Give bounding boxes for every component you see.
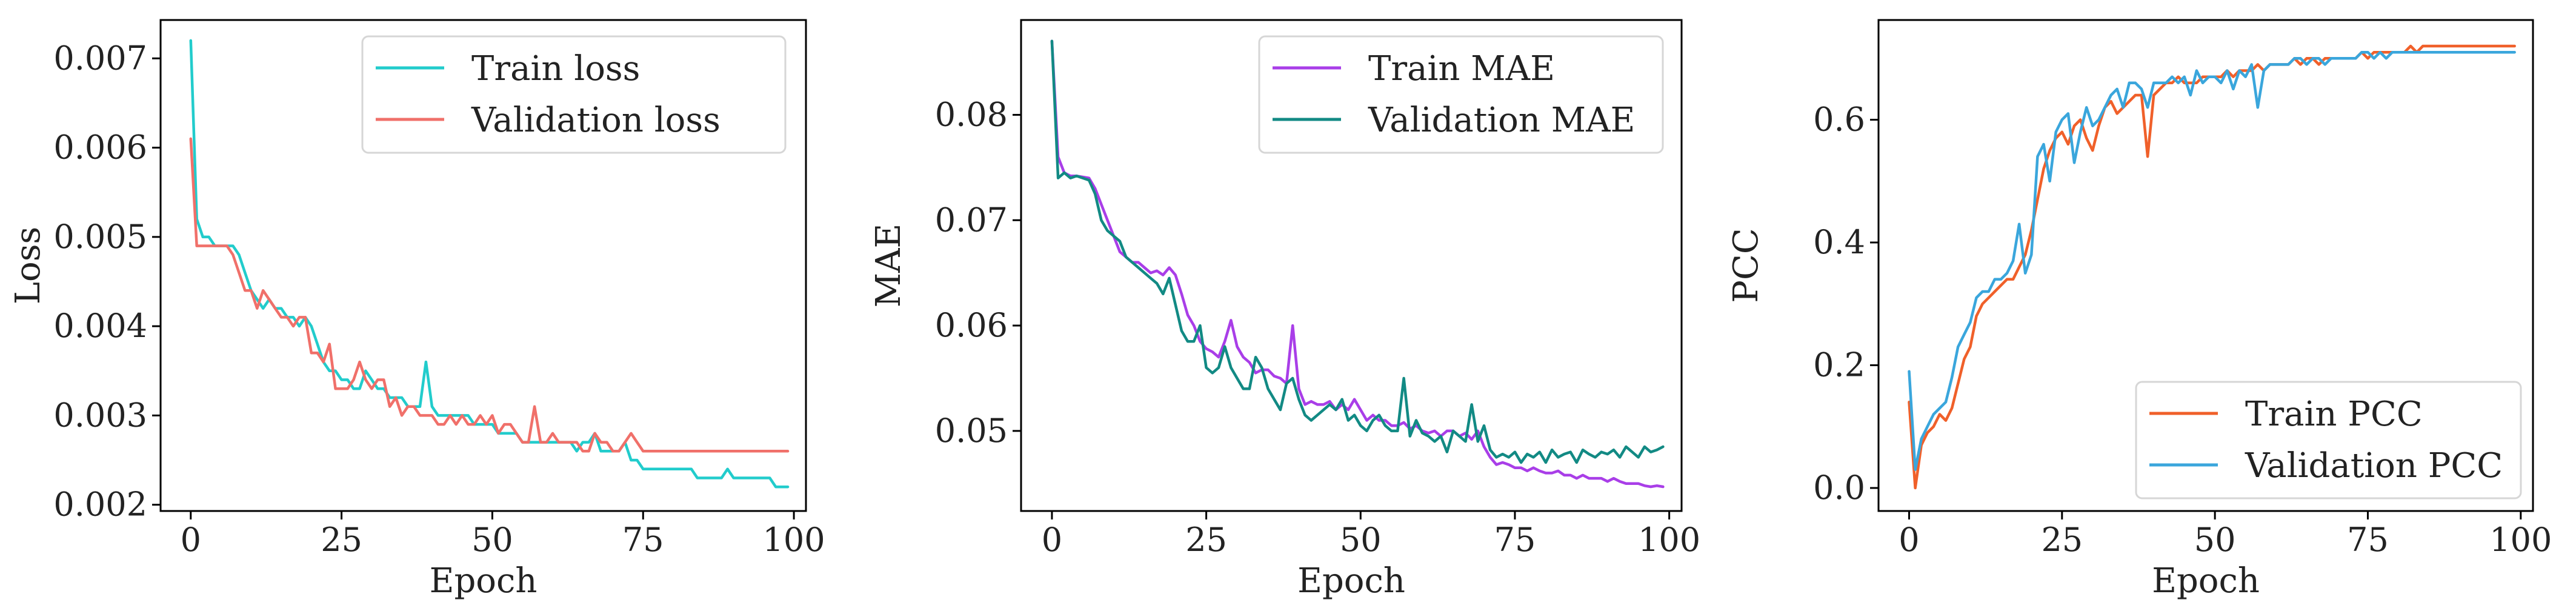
plot-frame	[1020, 19, 1683, 512]
y-tick-label: 0.003	[53, 396, 147, 434]
series-line-validation-mae	[1050, 39, 1665, 464]
y-axis-label: PCC	[1726, 228, 1766, 302]
x-tick-label: 0	[1042, 521, 1062, 559]
y-tick-label: 0.005	[53, 218, 147, 256]
chart-panel-2: 0 25 50 75 100 0.05 0.06 0.07 0.08 Epoch MAE Train …	[869, 19, 1700, 601]
legend-label: Validation PCC	[2245, 446, 2503, 486]
chart-panel-1: 0 25 50 75 100 0.002 0.003 0.004 0.005 0.006 0.007…	[8, 19, 825, 601]
x-tick-label: 0	[1899, 521, 1919, 559]
plot-frame	[1877, 19, 2534, 512]
series-line-train-loss	[189, 39, 790, 489]
legend-box	[1258, 35, 1664, 154]
legend-label: Train MAE	[1368, 49, 1555, 88]
y-tick-label: 0.06	[935, 306, 1008, 344]
x-axis-label: Epoch	[430, 561, 537, 601]
y-tick-label: 0.6	[1813, 101, 1865, 139]
x-tick-label: 75	[1494, 521, 1536, 559]
y-tick-label: 0.006	[53, 129, 147, 167]
x-tick-label: 50	[2194, 521, 2236, 559]
legend-label: Validation MAE	[1368, 101, 1635, 140]
legend: Train MAE Validation MAE	[1258, 35, 1664, 154]
legend-label: Validation loss	[471, 101, 721, 140]
x-tick-label: 100	[2489, 521, 2552, 559]
y-tick-label: 0.07	[935, 201, 1008, 239]
x-tick-label: 25	[321, 521, 362, 559]
y-tick-label: 0.2	[1813, 346, 1865, 384]
series-line-validation-loss	[189, 137, 790, 453]
legend-box	[361, 35, 787, 154]
y-tick-label: 0.004	[53, 307, 147, 345]
x-tick-label: 100	[763, 521, 825, 559]
x-axis-label: Epoch	[2152, 561, 2260, 601]
y-tick-label: 0.007	[53, 39, 147, 77]
y-tick-label: 0.05	[935, 412, 1008, 450]
legend-label: Train PCC	[2245, 395, 2423, 434]
x-axis-label: Epoch	[1297, 561, 1405, 601]
plot-frame	[159, 19, 807, 512]
y-tick-label: 0.4	[1813, 223, 1865, 261]
y-axis-label: Loss	[8, 227, 48, 304]
y-tick-label: 0.08	[935, 95, 1008, 133]
series-line-train-mae	[1050, 39, 1665, 489]
x-tick-label: 100	[1638, 521, 1700, 559]
series-line-validation-pcc	[1908, 50, 2516, 471]
x-tick-label: 25	[1185, 521, 1227, 559]
chart-panel-3: 0 25 50 75 100 0.0 0.2 0.4 0.6 Epoch PCC Train PCC V…	[1726, 19, 2552, 601]
x-tick-label: 75	[622, 521, 664, 559]
x-tick-label: 50	[1340, 521, 1382, 559]
x-tick-label: 75	[2347, 521, 2389, 559]
legend-box	[2135, 381, 2522, 499]
legend: Train loss Validation loss	[361, 35, 787, 154]
x-tick-label: 0	[181, 521, 201, 559]
legend: Train PCC Validation PCC	[2135, 381, 2522, 499]
x-tick-label: 25	[2041, 521, 2083, 559]
y-tick-label: 0.002	[53, 486, 147, 524]
legend-label: Train loss	[471, 49, 640, 88]
y-axis-label: MAE	[869, 224, 908, 308]
y-tick-label: 0.0	[1813, 469, 1865, 507]
x-tick-label: 50	[471, 521, 513, 559]
